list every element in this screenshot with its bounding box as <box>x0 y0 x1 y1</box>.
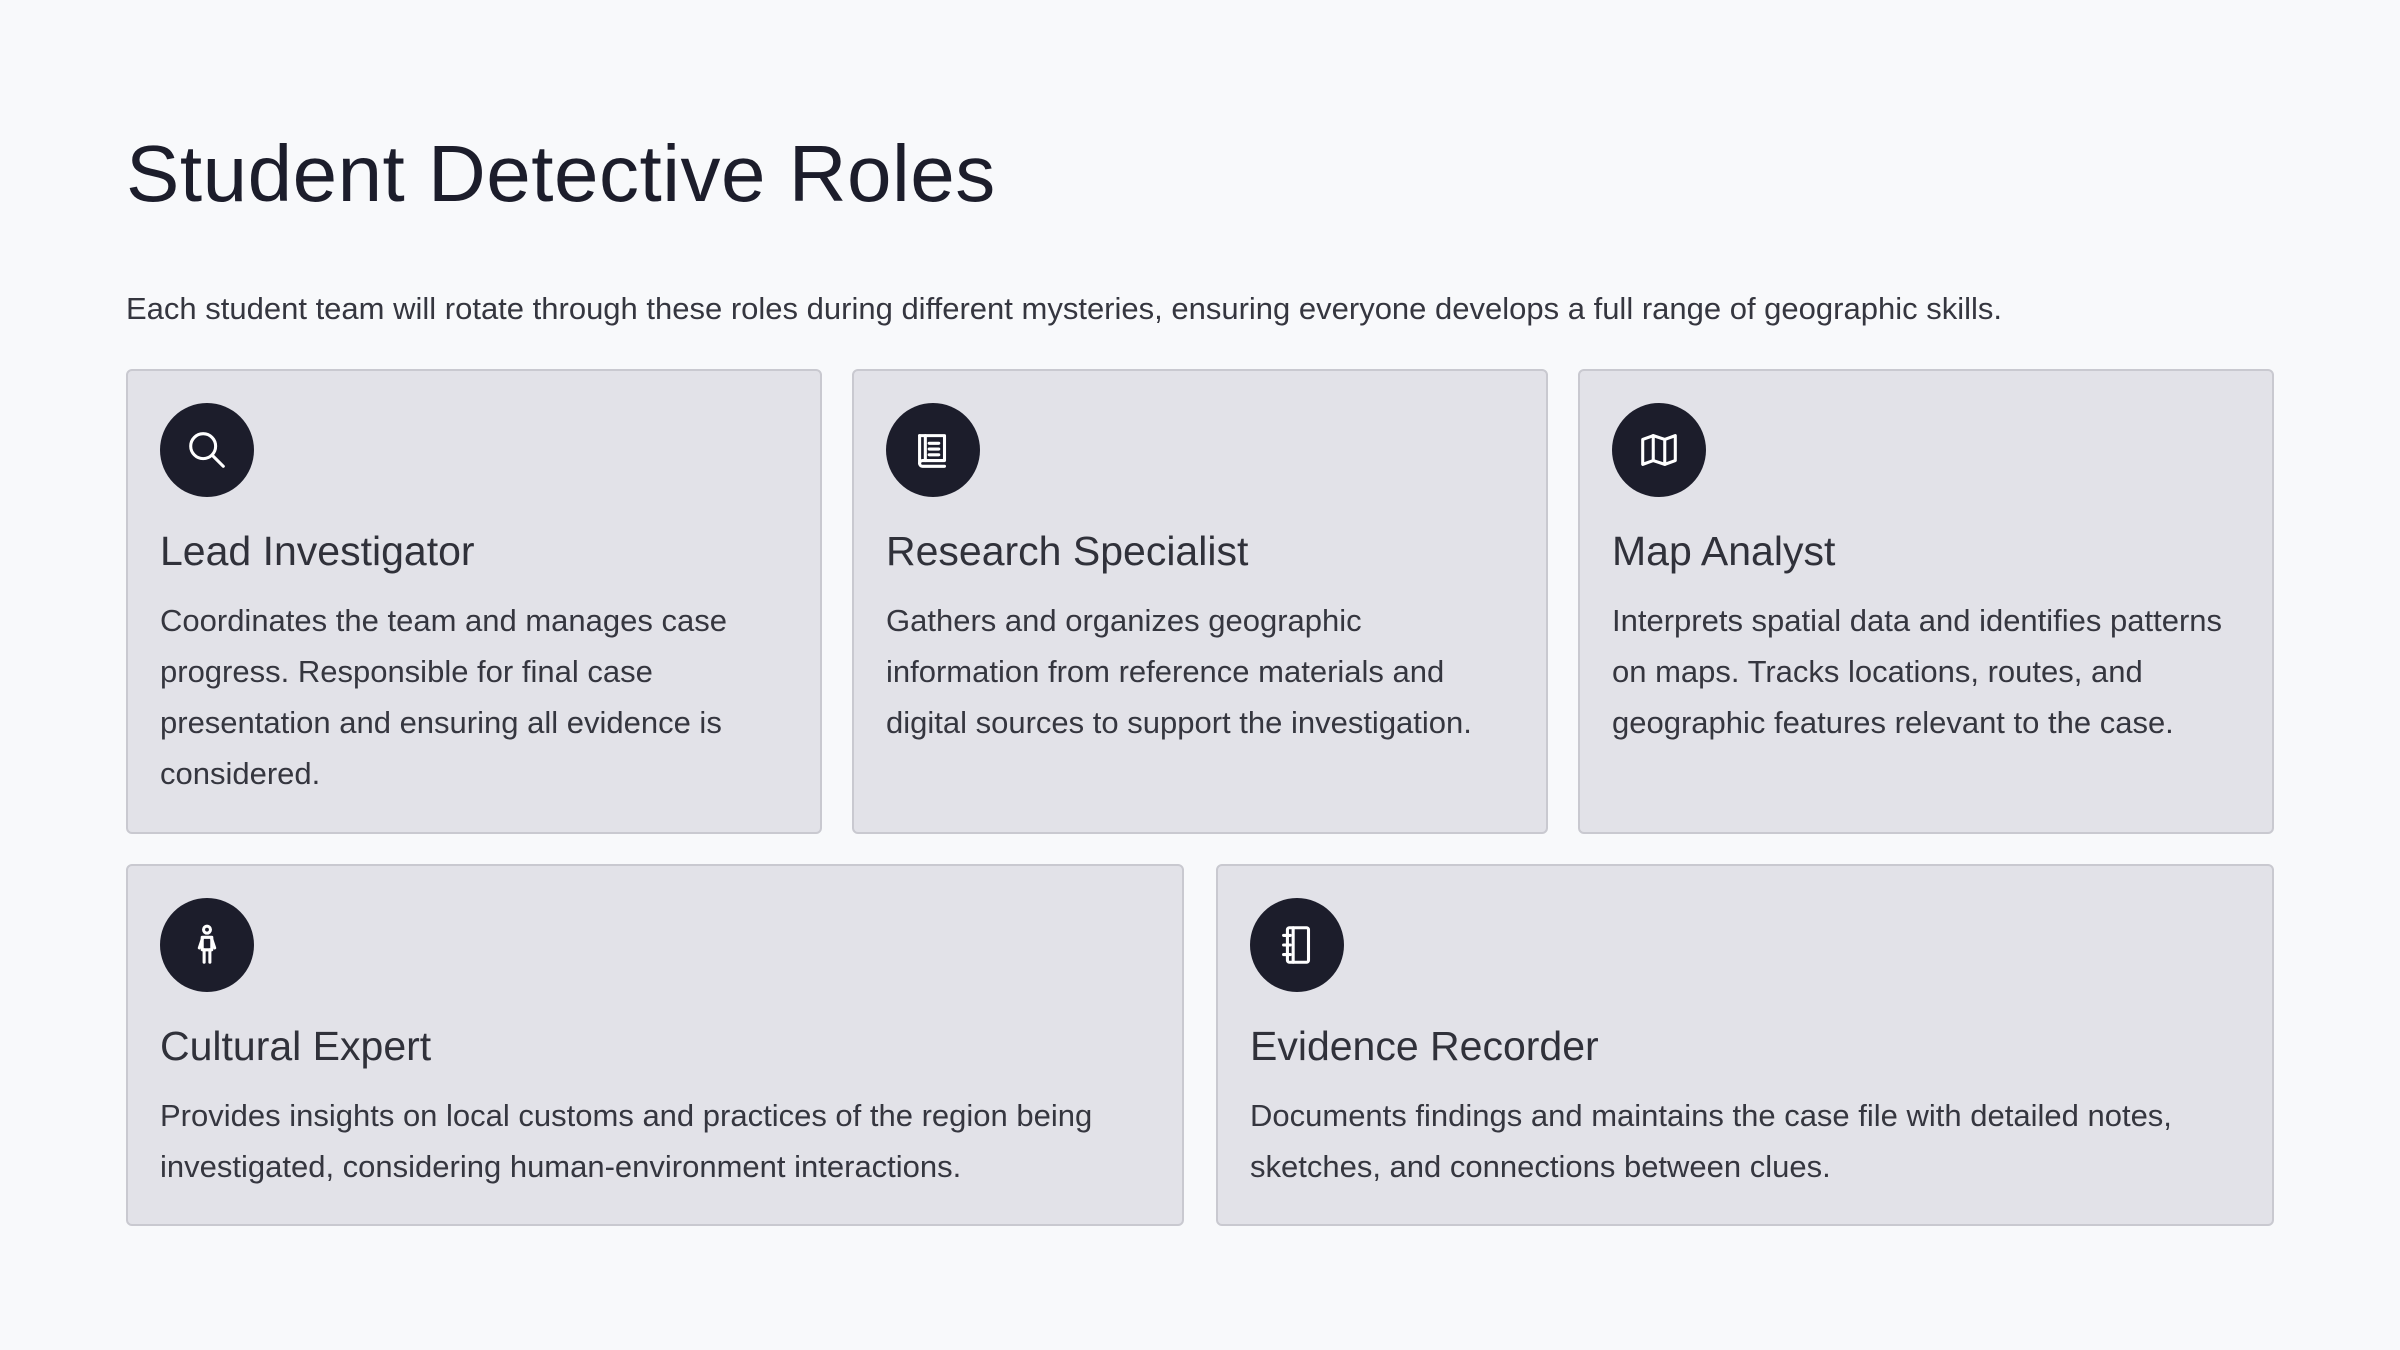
role-card-cultural-expert: Cultural Expert Provides insights on loc… <box>126 864 1184 1226</box>
role-title: Evidence Recorder <box>1250 1023 1599 1069</box>
role-card-map-analyst: Map Analyst Interprets spatial data and … <box>1578 369 2274 834</box>
role-description: Interprets spatial data and identifies p… <box>1612 603 2223 740</box>
role-description: Provides insights on local customs and p… <box>160 1098 1093 1184</box>
role-title: Lead Investigator <box>160 528 475 574</box>
intro-text: Each student team will rotate through th… <box>126 291 2002 326</box>
role-title: Map Analyst <box>1612 528 1836 574</box>
role-title: Research Specialist <box>886 528 1249 574</box>
map-icon <box>1612 403 1706 497</box>
role-card-lead-investigator: Lead Investigator Coordinates the team a… <box>126 369 822 834</box>
role-title: Cultural Expert <box>160 1023 432 1069</box>
role-description: Coordinates the team and manages case pr… <box>160 603 727 791</box>
book-icon <box>886 403 980 497</box>
role-card-research-specialist: Research Specialist Gathers and organize… <box>852 369 1548 834</box>
person-icon <box>160 898 254 992</box>
role-description: Documents findings and maintains the cas… <box>1250 1098 2172 1184</box>
page-title: Student Detective Roles <box>126 129 996 218</box>
notebook-icon <box>1250 898 1344 992</box>
slide: Student Detective Roles Each student tea… <box>126 0 2274 1350</box>
role-description: Gathers and organizes geographic informa… <box>886 603 1472 740</box>
role-card-evidence-recorder: Evidence Recorder Documents findings and… <box>1216 864 2274 1226</box>
magnifying-glass-icon <box>160 403 254 497</box>
